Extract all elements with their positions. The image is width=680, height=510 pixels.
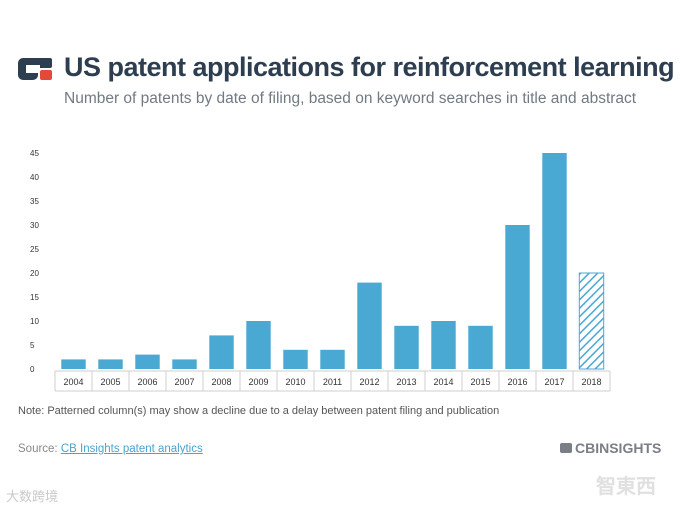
source-line: Source: CB Insights patent analytics: [18, 443, 203, 455]
bar-2013: [394, 325, 419, 369]
bar-2014: [431, 321, 456, 369]
bar-2006: [135, 354, 160, 369]
y-tick-label: 30: [30, 221, 39, 230]
x-tick-label: 2009: [248, 377, 268, 387]
bar-2005: [98, 359, 123, 369]
bar-2007: [172, 359, 197, 369]
bar-2017: [542, 153, 567, 369]
x-tick-label: 2008: [211, 377, 231, 387]
x-tick-label: 2014: [433, 377, 453, 387]
chart-title: US patent applications for reinforcement…: [64, 52, 675, 82]
cb-insights-logo-icon: [18, 58, 52, 80]
chart-note: Note: Patterned column(s) may show a dec…: [18, 405, 500, 417]
brand-logo: CBINSIGHTS: [560, 440, 661, 456]
watermark-right: 智東西: [596, 476, 656, 498]
brand-mark-icon: [560, 443, 572, 453]
x-tick-label: 2012: [359, 377, 379, 387]
y-axis-ticks: 0 5 10 15 20 25 30 35 40 45: [30, 149, 39, 374]
x-tick-label: 2004: [63, 377, 83, 387]
source-prefix: Source:: [18, 443, 61, 455]
bar-2008: [209, 335, 234, 369]
x-tick-label: 2017: [544, 377, 564, 387]
y-tick-label: 35: [30, 197, 39, 206]
y-tick-label: 0: [30, 365, 35, 374]
brand-name: CBINSIGHTS: [575, 440, 662, 456]
source-link[interactable]: CB Insights patent analytics: [60, 443, 203, 455]
bar-2015: [468, 325, 493, 369]
x-tick-label: 2007: [174, 377, 194, 387]
x-tick-label: 2018: [581, 377, 601, 387]
x-tick-label: 2013: [396, 377, 416, 387]
bar-2010: [283, 349, 308, 369]
bar-2016: [505, 225, 530, 369]
watermark-left: 大数跨境: [6, 489, 59, 504]
bar-2012: [357, 282, 382, 369]
y-tick-label: 20: [30, 269, 39, 278]
bars-group: [61, 153, 605, 370]
bar-2009: [246, 321, 271, 369]
x-tick-label: 2005: [100, 377, 120, 387]
bar-2004: [61, 359, 86, 369]
chart-subtitle: Number of patents by date of filing, bas…: [64, 90, 637, 107]
x-tick-label: 2016: [507, 377, 527, 387]
x-axis-ticks: 2004 2005 2006 2007 2008 2009 2010 2011 2012 2013…: [54, 370, 611, 392]
x-tick-label: 2011: [323, 377, 342, 387]
y-tick-label: 15: [30, 293, 39, 302]
bar-2011: [320, 349, 345, 369]
x-tick-label: 2006: [137, 377, 157, 387]
y-tick-label: 25: [30, 245, 39, 254]
x-tick-label: 2015: [470, 377, 490, 387]
y-tick-label: 10: [30, 317, 39, 326]
y-tick-label: 5: [30, 341, 35, 350]
bar-2018-patterned: [578, 272, 605, 370]
y-tick-label: 40: [30, 173, 39, 182]
y-tick-label: 45: [30, 149, 39, 158]
x-tick-label: 2010: [285, 377, 305, 387]
